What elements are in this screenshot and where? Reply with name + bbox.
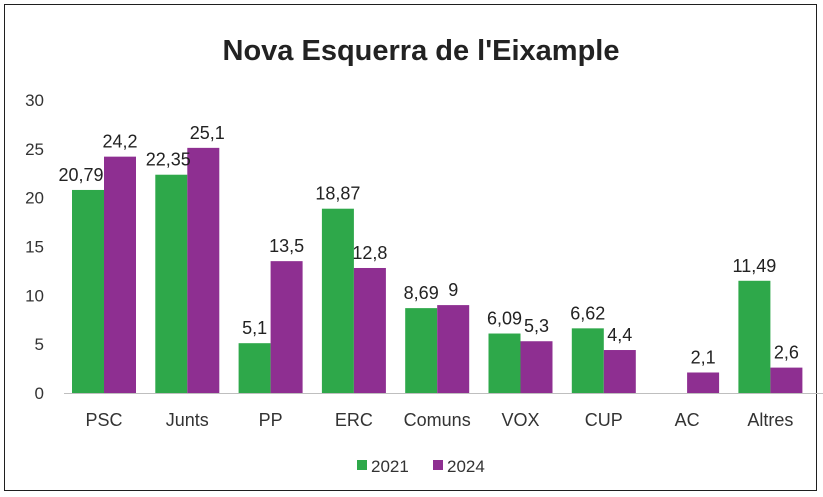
y-tick-label: 30: [25, 91, 44, 110]
category-label: PSC: [85, 410, 122, 430]
data-label: 20,79: [58, 165, 103, 185]
bar-2024-junts: [187, 147, 220, 393]
category-label: VOX: [501, 410, 539, 430]
bar-2024-comuns: [437, 305, 470, 393]
legend-label: 2024: [447, 457, 485, 476]
bar-2021-altres: [738, 280, 771, 393]
bar-2024-vox: [520, 341, 553, 393]
bar-2021-vox: [488, 333, 521, 393]
y-axis: 0 5 10 15 20 25 30: [25, 91, 44, 403]
bar-2024-erc: [353, 267, 386, 393]
category-label: PP: [259, 410, 283, 430]
data-label: 2,1: [691, 347, 716, 367]
legend: 2021 2024: [357, 457, 485, 476]
bar-2021-cup: [571, 328, 604, 393]
data-label: 11,49: [733, 256, 777, 276]
data-labels: 20,79 22,35 5,1 18,87 8,69 6,09 6,62 11,49 24,2 2…: [58, 123, 798, 368]
chart-frame: [4, 4, 817, 491]
data-label: 12,8: [352, 243, 387, 263]
y-tick-label: 20: [25, 189, 44, 208]
data-label: 8,69: [404, 283, 439, 303]
category-label: Altres: [747, 410, 793, 430]
bar-2021-comuns: [405, 308, 438, 393]
bar-2021-psc: [72, 189, 104, 393]
data-label: 5,1: [242, 318, 267, 338]
category-label: Junts: [166, 410, 209, 430]
data-label: 6,09: [487, 309, 522, 329]
legend-label: 2021: [371, 457, 409, 476]
y-tick-label: 15: [25, 238, 44, 257]
data-label: 4,4: [607, 325, 632, 345]
data-label: 2,6: [774, 343, 799, 363]
data-label: 13,5: [269, 236, 304, 256]
y-tick-label: 10: [25, 286, 44, 305]
category-label: ERC: [335, 410, 373, 430]
data-label: 25,1: [190, 123, 225, 143]
bar-2024-ac: [687, 372, 720, 393]
x-axis: PSC Junts PP ERC Comuns VOX CUP AC Altres: [64, 393, 823, 430]
legend-swatch-2021: [357, 460, 367, 470]
data-label: 5,3: [524, 316, 549, 336]
y-tick-label: 5: [35, 335, 44, 354]
legend-swatch-2024: [433, 460, 443, 470]
bar-2021-pp: [238, 343, 271, 393]
data-label: 6,62: [570, 303, 605, 323]
bar-2024-altres: [770, 367, 803, 393]
category-label: AC: [675, 410, 700, 430]
bar-2021-erc: [321, 208, 354, 393]
bar-2021-junts: [155, 174, 188, 393]
y-tick-label: 0: [35, 384, 44, 403]
category-label: Comuns: [404, 410, 471, 430]
bar-2024-cup: [603, 350, 636, 393]
bar-2024-pp: [270, 261, 303, 393]
data-label: 18,87: [315, 184, 360, 204]
bars: [72, 147, 803, 393]
category-label: CUP: [585, 410, 623, 430]
data-label: 22,35: [146, 150, 191, 170]
chart-title: Nova Esquerra de l'Eixample: [223, 35, 620, 67]
y-tick-label: 25: [25, 140, 44, 159]
bar-2024-psc: [104, 156, 136, 393]
data-label: 24,2: [102, 132, 137, 152]
data-label: 9: [448, 280, 458, 300]
